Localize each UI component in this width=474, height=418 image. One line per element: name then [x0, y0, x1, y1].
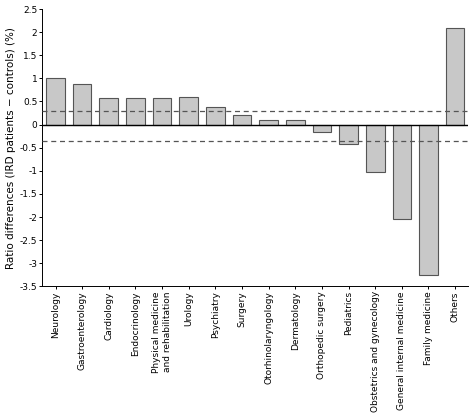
Bar [179, 97, 198, 125]
Bar [233, 115, 251, 125]
Bar [392, 125, 411, 219]
Bar [46, 78, 65, 125]
Bar [419, 125, 438, 275]
Bar [73, 84, 91, 125]
Bar [206, 107, 225, 125]
Bar [366, 125, 384, 172]
Bar [446, 28, 465, 125]
Bar [100, 98, 118, 125]
Bar [126, 98, 145, 125]
Bar [259, 120, 278, 125]
Y-axis label: Ratio differences (IRD patients − controls) (%): Ratio differences (IRD patients − contro… [6, 27, 16, 269]
Bar [339, 125, 358, 144]
Bar [312, 125, 331, 132]
Bar [286, 120, 305, 125]
Bar [153, 98, 172, 125]
